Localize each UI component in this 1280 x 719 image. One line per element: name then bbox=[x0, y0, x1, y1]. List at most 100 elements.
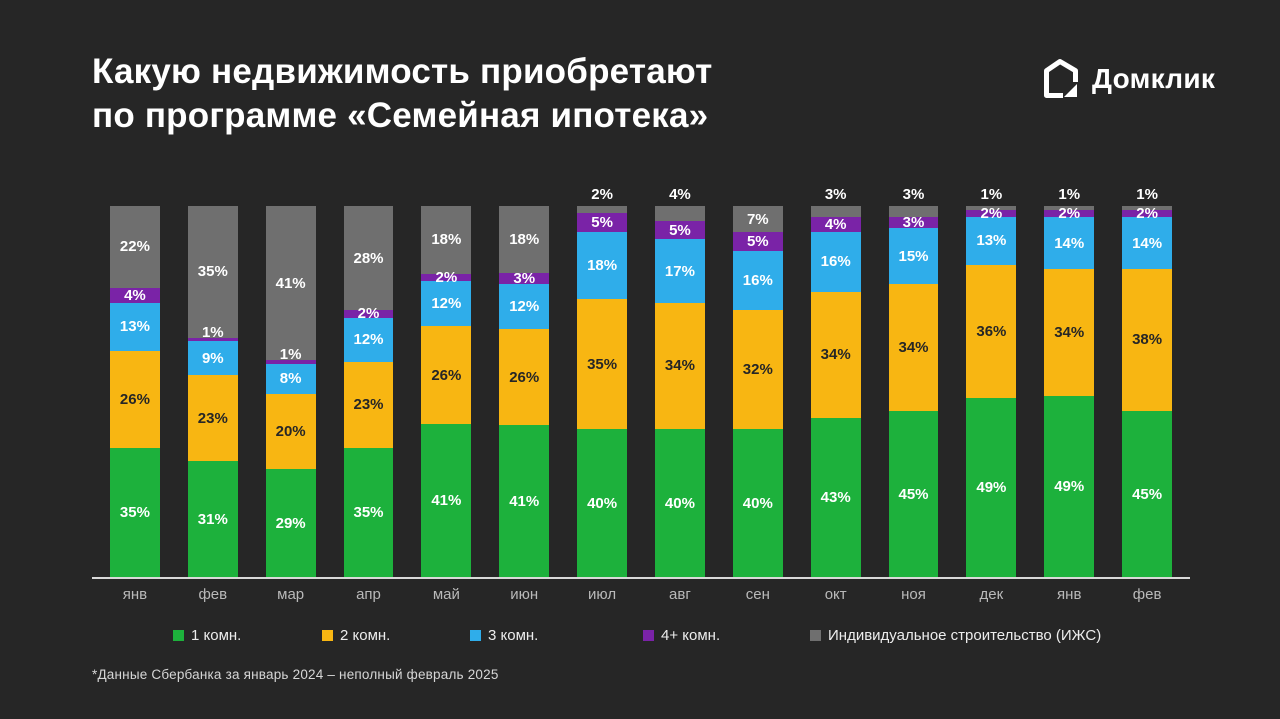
segment-label-3-room: 13% bbox=[976, 232, 1007, 250]
segment-2-room: 36% bbox=[966, 264, 1017, 398]
segment-4plus-room: 3% bbox=[888, 215, 939, 230]
stacked-bar: 3% 15% 34% 45% bbox=[888, 206, 939, 578]
segment-label-izhs: 41% bbox=[275, 274, 306, 292]
segment-1-room: 41% bbox=[421, 423, 472, 578]
segment-izhs bbox=[888, 206, 939, 218]
segment-2-room: 23% bbox=[187, 375, 238, 462]
page-title: Какую недвижимость приобретают по програ… bbox=[92, 50, 712, 138]
segment-label-4plus-room: 5% bbox=[669, 221, 691, 239]
segment-2-room: 26% bbox=[421, 326, 472, 424]
legend-swatch-2-room bbox=[322, 630, 333, 641]
bar-column: 35% 1% 9% 23% 31% bbox=[174, 206, 252, 578]
stacked-bar: 18% 2% 12% 26% 41% bbox=[421, 206, 472, 578]
segment-label-1-room: 35% bbox=[353, 504, 384, 522]
x-axis-label: фев bbox=[1132, 586, 1162, 603]
stacked-bar: 5% 18% 35% 40% bbox=[577, 206, 628, 578]
house-icon bbox=[1044, 59, 1082, 101]
segment-label-outside-izhs: 1% bbox=[1058, 186, 1081, 203]
stacked-bar: 2% 13% 36% 49% bbox=[966, 206, 1017, 578]
segment-2-room: 34% bbox=[888, 284, 939, 411]
segment-izhs bbox=[810, 206, 861, 218]
segment-label-2-room: 34% bbox=[898, 338, 929, 356]
segment-label-izhs: 35% bbox=[197, 263, 228, 281]
segment-3-room: 12% bbox=[343, 317, 394, 363]
segment-label-izhs: 28% bbox=[353, 249, 384, 267]
page-title-line2: по программе «Семейная ипотека» bbox=[92, 96, 709, 135]
segment-label-3-room: 12% bbox=[353, 331, 384, 349]
segment-izhs: 7% bbox=[732, 206, 783, 233]
stacked-bar-chart: 22% 4% 13% 26% 35% 35% 1% 9% 23% 31% 41% 1% 8% 20% 29%… bbox=[96, 186, 1186, 578]
segment-label-1-room: 40% bbox=[742, 495, 773, 513]
segment-label-izhs: 22% bbox=[119, 238, 150, 256]
x-axis-label: июл bbox=[588, 586, 617, 603]
segment-3-room: 16% bbox=[810, 232, 861, 292]
segment-label-4plus-room: 2% bbox=[980, 204, 1003, 222]
legend-item-1-room: 1 комн. bbox=[173, 627, 241, 644]
segment-2-room: 26% bbox=[110, 351, 160, 448]
segment-label-2-room: 26% bbox=[119, 390, 150, 408]
legend-label-4plus-room: 4+ комн. bbox=[661, 627, 721, 644]
segment-label-1-room: 40% bbox=[664, 495, 695, 513]
legend-label-2-room: 2 комн. bbox=[340, 627, 391, 644]
segment-4plus-room: 2% bbox=[966, 206, 1017, 221]
segment-label-3-room: 17% bbox=[664, 262, 695, 280]
segment-4plus-room: 5% bbox=[655, 220, 705, 240]
x-axis-label: сен bbox=[745, 586, 770, 603]
segment-4plus-room: 4% bbox=[810, 217, 861, 232]
segment-label-1-room: 29% bbox=[275, 514, 306, 532]
legend-label-izhs: Индивидуальное строительство (ИЖС) bbox=[828, 627, 1102, 644]
x-axis-label: ноя bbox=[901, 586, 926, 603]
bar-column: 2% 5% 18% 35% 40% bbox=[563, 186, 641, 578]
segment-1-room: 40% bbox=[732, 429, 783, 578]
legend-item-3-room: 3 комн. bbox=[470, 627, 538, 644]
x-axis-label: окт bbox=[824, 586, 847, 603]
bar-column: 1% 2% 14% 34% 49% bbox=[1030, 186, 1108, 578]
segment-3-room: 9% bbox=[187, 341, 238, 376]
segment-label-1-room: 35% bbox=[119, 504, 150, 522]
segment-label-1-room: 41% bbox=[509, 493, 540, 511]
segment-1-room: 35% bbox=[343, 447, 394, 578]
stacked-bar: 18% 3% 12% 26% 41% bbox=[499, 206, 550, 578]
segment-label-outside-izhs: 1% bbox=[1136, 186, 1158, 203]
segment-2-room: 20% bbox=[265, 393, 316, 469]
x-axis-label: дек bbox=[979, 586, 1004, 603]
segment-2-room: 26% bbox=[499, 328, 550, 426]
segment-3-room: 17% bbox=[655, 239, 705, 303]
segment-1-room: 45% bbox=[888, 410, 939, 578]
segment-4plus-room: 5% bbox=[577, 213, 628, 233]
stacked-bar: 2% 14% 38% 45% bbox=[1122, 206, 1173, 578]
segment-label-2-room: 23% bbox=[353, 396, 384, 414]
segment-label-3-room: 16% bbox=[742, 271, 773, 289]
segment-izhs: 18% bbox=[421, 206, 472, 274]
legend: 1 комн. 2 комн. 3 комн. 4+ комн. Индивидуаль… bbox=[0, 627, 1280, 649]
segment-label-3-room: 18% bbox=[587, 257, 618, 274]
segment-label-3-room: 16% bbox=[820, 253, 851, 271]
segment-label-outside-izhs: 4% bbox=[669, 186, 691, 203]
segment-4plus-room: 1% bbox=[265, 347, 316, 364]
x-axis-labels: янв фев мар апр май июн июл авг сен окт ноя дек янв ф… bbox=[96, 586, 1186, 603]
x-axis-label: мар bbox=[277, 586, 305, 603]
segment-izhs bbox=[1122, 206, 1173, 210]
segment-label-4plus-room: 1% bbox=[279, 346, 302, 364]
segment-label-3-room: 13% bbox=[119, 318, 150, 336]
segment-label-2-room: 20% bbox=[275, 422, 306, 440]
segment-2-room: 35% bbox=[577, 298, 628, 430]
segment-1-room: 40% bbox=[577, 429, 628, 578]
segment-label-outside-izhs: 3% bbox=[902, 186, 925, 203]
stacked-bar: 22% 4% 13% 26% 35% bbox=[110, 206, 160, 578]
segment-label-4plus-room: 3% bbox=[513, 270, 536, 288]
bar-column: 18% 3% 12% 26% 41% bbox=[485, 206, 563, 578]
segment-4plus-room: 2% bbox=[343, 306, 394, 321]
segment-label-4plus-room: 4% bbox=[124, 286, 146, 304]
segment-1-room: 40% bbox=[655, 429, 705, 578]
segment-label-4plus-room: 2% bbox=[357, 305, 380, 323]
segment-4plus-room: 2% bbox=[1044, 206, 1095, 221]
legend-label-3-room: 3 комн. bbox=[488, 627, 539, 644]
segment-1-room: 45% bbox=[1122, 410, 1173, 578]
segment-3-room: 14% bbox=[1044, 217, 1095, 270]
segment-label-3-room: 14% bbox=[1054, 234, 1085, 252]
bar-column: 4% 5% 17% 34% 40% bbox=[641, 186, 719, 578]
segment-label-3-room: 12% bbox=[509, 297, 540, 315]
segment-3-room: 18% bbox=[577, 232, 628, 299]
